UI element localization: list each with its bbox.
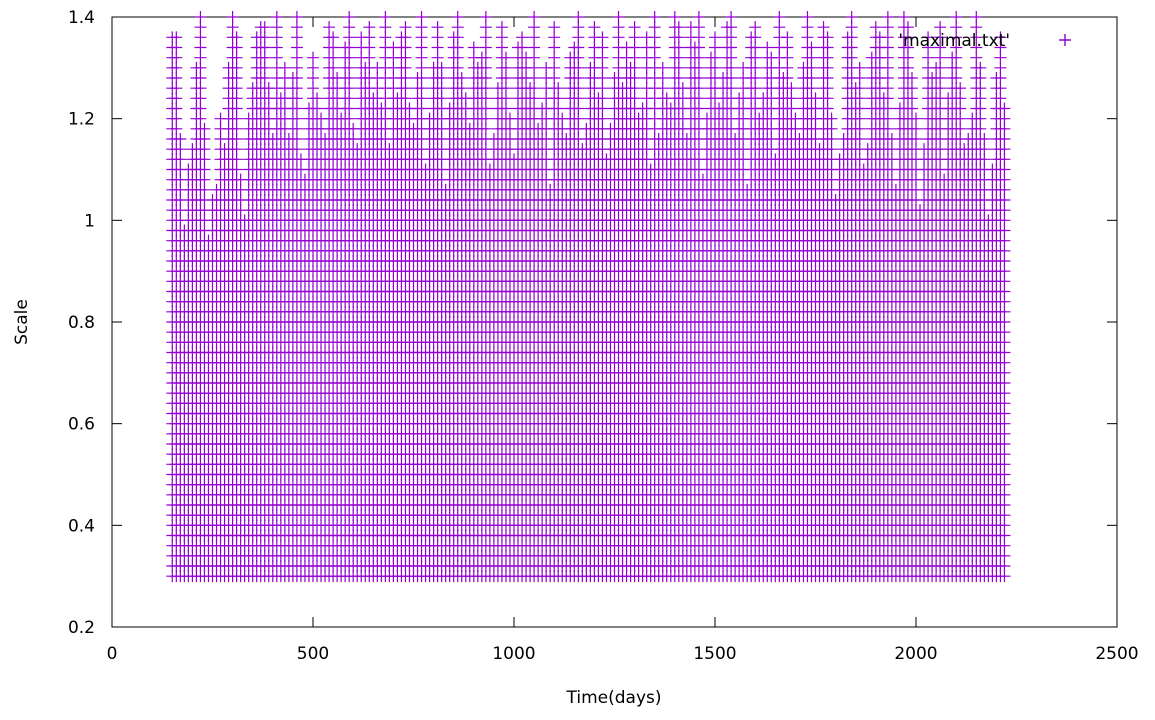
data-point <box>226 11 239 23</box>
data-point <box>379 11 392 23</box>
data-point <box>194 31 207 44</box>
data-point <box>170 61 183 74</box>
data-point <box>198 153 211 166</box>
data-point <box>572 11 585 23</box>
data-point <box>170 41 183 54</box>
data-point <box>194 51 207 64</box>
data-point <box>194 21 207 34</box>
data-point <box>174 133 187 145</box>
data-point <box>290 11 303 23</box>
data-point <box>467 41 480 54</box>
data-point <box>170 31 183 44</box>
data-point <box>343 11 356 23</box>
data-point <box>194 72 207 84</box>
data-point <box>363 21 376 34</box>
data-point <box>194 11 207 23</box>
data-point <box>194 112 207 125</box>
data-point <box>495 21 508 34</box>
data-point <box>170 51 183 64</box>
data-point <box>194 41 207 54</box>
data-points <box>166 11 1011 583</box>
data-point <box>174 153 187 166</box>
data-point <box>451 11 464 23</box>
data-point <box>198 183 211 196</box>
data-point <box>198 143 211 156</box>
data-point <box>198 163 211 176</box>
data-point <box>170 82 183 95</box>
data-point <box>194 102 207 115</box>
data-point <box>170 92 183 105</box>
data-point <box>270 11 283 23</box>
data-point <box>431 21 444 34</box>
data-point <box>170 122 183 135</box>
data-point <box>194 92 207 105</box>
data-point <box>415 11 428 23</box>
data-point <box>170 112 183 125</box>
data-point <box>194 61 207 74</box>
data-point <box>170 102 183 115</box>
data-point <box>479 11 492 23</box>
data-point <box>174 143 187 156</box>
data-point <box>278 61 291 74</box>
data-point <box>198 173 211 186</box>
data-point <box>528 11 541 23</box>
data-point <box>194 82 207 95</box>
data-point <box>307 51 319 64</box>
data-point <box>548 21 561 34</box>
data-point <box>170 72 183 84</box>
data-point <box>198 122 211 135</box>
data-point <box>198 133 211 145</box>
